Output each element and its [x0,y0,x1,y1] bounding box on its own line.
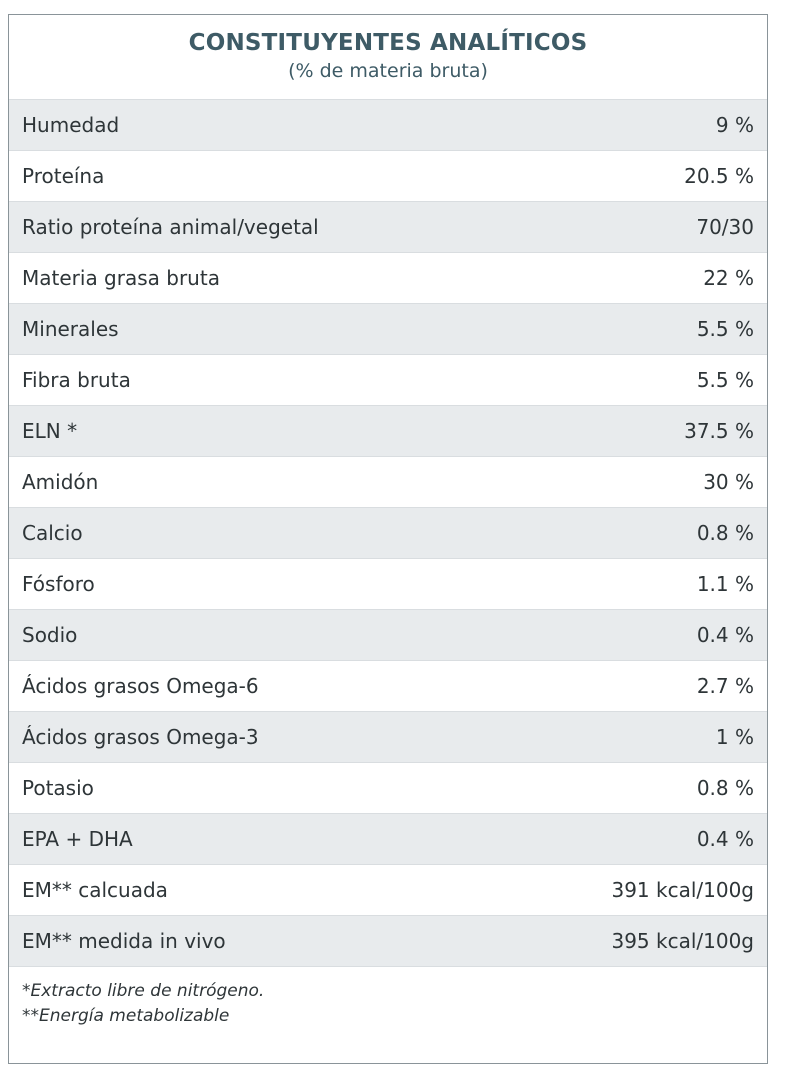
table-row: Calcio 0.8 % [9,508,767,559]
row-value: 0.4 % [696,623,754,647]
table-row: Potasio 0.8 % [9,763,767,814]
table-row: EM** calcuada 391 kcal/100g [9,865,767,916]
row-value: 391 kcal/100g [611,878,754,902]
row-value: 30 % [703,470,754,494]
table-row: EPA + DHA 0.4 % [9,814,767,865]
footnote-em: **Energía metabolizable [22,1006,230,1026]
row-value: 0.8 % [696,776,754,800]
row-label: Minerales [22,317,119,341]
row-value: 70/30 [696,215,754,239]
table-row: Humedad 9 % [9,100,767,151]
table-row: Fibra bruta 5.5 % [9,355,767,406]
row-label: Materia grasa bruta [22,266,220,290]
row-value: 5.5 % [696,368,754,392]
row-value: 9 % [715,113,754,137]
row-value: 37.5 % [684,419,754,443]
table-row: Ratio proteína animal/vegetal 70/30 [9,202,767,253]
table-title: CONSTITUYENTES ANALÍTICOS [188,30,588,56]
table-row: Proteína 20.5 % [9,151,767,202]
row-value: 5.5 % [696,317,754,341]
row-value: 22 % [703,266,754,290]
footnotes: *Extracto libre de nitrógeno. **Energía … [9,967,767,1029]
row-value: 395 kcal/100g [611,929,754,953]
row-label: Proteína [22,164,105,188]
row-value: 20.5 % [684,164,754,188]
table-row: Sodio 0.4 % [9,610,767,661]
row-label: Humedad [22,113,120,137]
row-value: 0.8 % [696,521,754,545]
footnote-eln: *Extracto libre de nitrógeno. [22,981,265,1001]
table-row: Amidón 30 % [9,457,767,508]
row-value: 0.4 % [696,827,754,851]
table-rows: Humedad 9 % Proteína 20.5 % Ratio proteí… [9,99,767,967]
row-value: 1.1 % [696,572,754,596]
row-value: 2.7 % [696,674,754,698]
table-row: Minerales 5.5 % [9,304,767,355]
row-label: Calcio [22,521,83,545]
table-row: EM** medida in vivo 395 kcal/100g [9,916,767,967]
row-label: Ácidos grasos Omega-6 [22,674,259,698]
row-label: Fósforo [22,572,95,596]
row-label: Sodio [22,623,78,647]
table-row: ELN * 37.5 % [9,406,767,457]
row-label: Amidón [22,470,99,494]
row-label: Ácidos grasos Omega-3 [22,725,259,749]
row-label: Fibra bruta [22,368,131,392]
row-label: Potasio [22,776,94,800]
row-label: EM** medida in vivo [22,929,226,953]
row-label: EPA + DHA [22,827,133,851]
table-header: CONSTITUYENTES ANALÍTICOS (% de materia … [9,15,767,99]
row-value: 1 % [715,725,754,749]
analytical-constituents-table: CONSTITUYENTES ANALÍTICOS (% de materia … [8,14,768,1064]
row-label: Ratio proteína animal/vegetal [22,215,319,239]
row-label: EM** calcuada [22,878,168,902]
row-label: ELN * [22,419,78,443]
table-row: Ácidos grasos Omega-3 1 % [9,712,767,763]
table-subtitle: (% de materia bruta) [288,60,488,82]
table-row: Ácidos grasos Omega-6 2.7 % [9,661,767,712]
table-row: Fósforo 1.1 % [9,559,767,610]
table-row: Materia grasa bruta 22 % [9,253,767,304]
